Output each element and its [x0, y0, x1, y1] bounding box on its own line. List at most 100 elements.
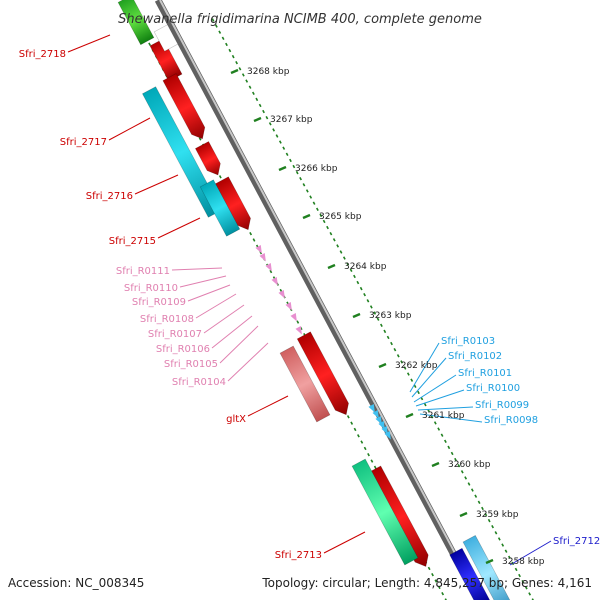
label-sfri-r0101[interactable]: Sfri_R0101 [458, 368, 512, 379]
skew-dot [470, 488, 474, 492]
label-sfri-2713[interactable]: Sfri_2713 [275, 550, 322, 561]
label-sfri-r0110[interactable]: Sfri_R0110 [124, 283, 178, 294]
trna-pink-7[interactable] [295, 326, 304, 336]
ruler-tick [352, 312, 361, 319]
ruler-tick [431, 461, 440, 468]
trna-cyan-2[interactable] [375, 416, 384, 426]
accession-text: Accession: NC_008345 [8, 576, 144, 590]
label-sfri-r0102[interactable]: Sfri_R0102 [448, 351, 502, 362]
ruler-tick [278, 165, 287, 172]
label-sfri-2715[interactable]: Sfri_2715 [109, 236, 156, 247]
gene-sfri-2718-green[interactable] [117, 0, 155, 46]
gene-sfri-2716a-cds[interactable] [194, 141, 224, 178]
skew-dot [393, 347, 397, 352]
skew-dot [305, 189, 309, 193]
label-sfri-r0111[interactable]: Sfri_R0111 [116, 266, 170, 277]
kbp-tick-label: 3263 kbp [369, 311, 412, 321]
skew-dot [403, 366, 407, 370]
label-gltx[interactable]: gltX [226, 414, 246, 425]
trna-pink-2[interactable] [265, 263, 274, 273]
label-sfri-r0107[interactable]: Sfri_R0107 [148, 329, 202, 340]
skew-dot [353, 274, 356, 279]
label-sfri-r0109[interactable]: Sfri_R0109 [132, 297, 186, 308]
skew-dot [241, 73, 245, 77]
skew-dot [380, 323, 383, 327]
trna-pink-4[interactable] [278, 290, 287, 300]
label-sfri-r0111-leader [171, 267, 223, 271]
kbp-tick-label: 3262 kbp [395, 361, 438, 371]
label-sfri-2716[interactable]: Sfri_2716 [86, 191, 133, 202]
label-sfri-r0106[interactable]: Sfri_R0106 [156, 344, 210, 355]
kbp-tick-label: 3264 kbp [344, 262, 387, 272]
gene-gltx-cds[interactable] [296, 331, 353, 418]
gene-sfri-2712-ltblue[interactable] [462, 535, 514, 600]
skew-dot [383, 329, 387, 334]
label-sfri-2712-leader [509, 540, 552, 566]
label-sfri-r0102-leader [411, 357, 447, 398]
gc-dot [296, 320, 300, 324]
gene-sfri-2713-mint[interactable] [351, 458, 419, 566]
gc-dot [373, 465, 377, 470]
skew-dot [265, 115, 269, 120]
label-gltx-leader [247, 395, 289, 417]
trna-pink-5[interactable] [285, 302, 294, 312]
skew-dot [248, 85, 252, 89]
label-sfri-r0105-leader [219, 325, 259, 364]
skew-dot [238, 67, 242, 71]
skew-dot [437, 427, 441, 431]
skew-dot [319, 213, 323, 218]
skew-dot [366, 299, 370, 303]
gene-gltx-salmon[interactable] [279, 345, 331, 423]
skew-dot [225, 42, 228, 47]
ruler-tick [327, 263, 336, 270]
skew-dot [299, 177, 302, 181]
gc-dot [370, 459, 374, 463]
trna-pink-1[interactable] [259, 253, 268, 263]
label-sfri-r0108[interactable]: Sfri_R0108 [140, 314, 194, 325]
label-sfri-r0099[interactable]: Sfri_R0099 [475, 400, 529, 411]
ruler-tick [459, 511, 468, 518]
label-sfri-r0098[interactable]: Sfri_R0098 [484, 415, 538, 426]
gene-sfri-2717-cds[interactable] [162, 73, 209, 143]
label-sfri-r0100[interactable]: Sfri_R0100 [466, 383, 520, 394]
trna-cyan-5[interactable] [384, 431, 393, 441]
skew-dot [329, 231, 333, 236]
label-sfri-r0103[interactable]: Sfri_R0103 [441, 336, 495, 347]
skew-dot [514, 567, 518, 572]
skew-dot [272, 128, 276, 132]
trna-cyan-1[interactable] [372, 410, 381, 420]
trna-cyan-0[interactable] [368, 404, 377, 414]
gene-sfri-2715-cyan[interactable] [199, 179, 241, 237]
gc-dot [269, 269, 273, 274]
label-sfri-2718[interactable]: Sfri_2718 [19, 49, 66, 60]
trna-cyan-3[interactable] [378, 421, 387, 431]
trna-pink-6[interactable] [290, 313, 299, 323]
label-sfri-2717[interactable]: Sfri_2717 [60, 137, 107, 148]
skew-dot [524, 586, 528, 590]
trna-pink-3[interactable] [271, 277, 280, 287]
skew-dot [214, 24, 218, 28]
skew-dot [326, 225, 329, 230]
label-sfri-r0104[interactable]: Sfri_R0104 [172, 377, 226, 388]
gc-dot [249, 231, 253, 236]
gc-dot [357, 434, 360, 438]
skew-dot [376, 317, 380, 321]
skew-dot [373, 311, 377, 315]
gc-dot [148, 42, 151, 46]
kbp-tick-labels: 3268 kbp 3267 kbp 3266 kbp 3265 kbp 3264 kbp… [247, 67, 545, 567]
skew-dot [386, 335, 390, 340]
gene-gap[interactable] [153, 24, 179, 52]
skew-dot [508, 555, 511, 559]
label-sfri-r0109-leader [187, 284, 231, 302]
skew-dot [258, 103, 262, 108]
trna-cyan-4[interactable] [381, 426, 390, 436]
label-sfri-2712[interactable]: Sfri_2712 [553, 536, 600, 547]
trna-pink-0[interactable] [255, 245, 264, 255]
gene-sfri-2716b-cds[interactable] [214, 176, 255, 233]
skew-dot [332, 238, 336, 242]
label-sfri-r0105[interactable]: Sfri_R0105 [164, 359, 218, 370]
skew-dot [275, 134, 279, 138]
skew-dot [491, 525, 494, 529]
gene-sfri-2712-blue[interactable] [449, 547, 491, 600]
gc-dot [198, 137, 202, 141]
